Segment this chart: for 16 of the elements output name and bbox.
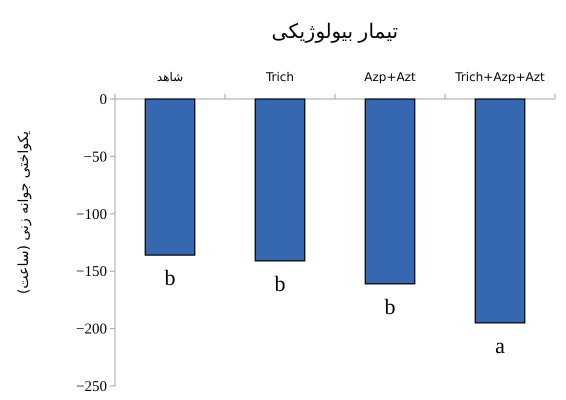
y-axis-title: یکواختی جوانه زنی (ساعت)	[16, 130, 32, 294]
x-tick-label: شاهد	[156, 70, 184, 84]
x-tick-label: Trich	[264, 70, 294, 84]
x-tick-label: Azp+Azt	[364, 70, 416, 84]
y-tick-label: −150	[76, 264, 107, 280]
y-tick-label: −50	[84, 149, 107, 166]
y-tick-label: 0	[100, 92, 107, 108]
annotation: a	[495, 332, 506, 358]
annotation: b	[274, 270, 286, 296]
annotation: b	[164, 265, 176, 290]
x-tick-label: Trich+Azp+Azt	[454, 70, 546, 84]
y-tick-label: −100	[76, 206, 107, 223]
chart-title: تیمار بیولوژیکی	[272, 21, 398, 43]
y-tick-label: −250	[76, 379, 107, 395]
y-tick-label: −200	[76, 322, 107, 338]
annotation: b	[384, 294, 396, 319]
